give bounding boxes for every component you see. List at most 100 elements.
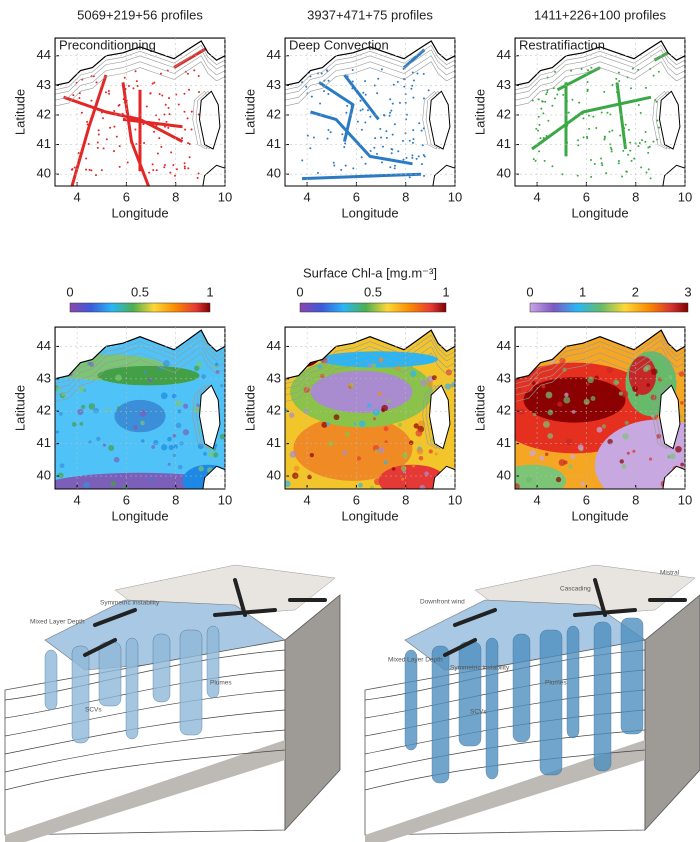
chl-speck (562, 368, 566, 372)
chl-speck (215, 363, 219, 367)
chl-speck (72, 422, 77, 427)
chl-speck (578, 444, 584, 450)
y-tick-label: 40 (267, 166, 281, 181)
profile (174, 175, 176, 177)
profile (582, 117, 584, 119)
profile (648, 168, 650, 170)
y-tick-label: 40 (37, 166, 51, 181)
chl-speck (117, 406, 120, 409)
profile (341, 133, 343, 135)
chl-speck (358, 483, 363, 488)
chl-speck (201, 374, 206, 379)
profile (333, 164, 335, 166)
profile (327, 138, 329, 140)
plume (432, 646, 449, 783)
plume (126, 638, 138, 739)
chl-speck (541, 385, 545, 389)
x-axis-label: Longitude (341, 508, 398, 523)
profile (590, 159, 592, 161)
chl-speck (375, 449, 378, 452)
profile (541, 100, 543, 102)
profile (369, 116, 371, 118)
profile (381, 68, 383, 70)
profile (135, 70, 137, 72)
chl-speck (402, 452, 408, 458)
chl-speck (625, 421, 629, 425)
chl-speck (650, 463, 655, 468)
map (285, 38, 455, 186)
profile (148, 172, 150, 174)
profile (88, 143, 90, 145)
chl-speck (208, 451, 214, 457)
profile (418, 122, 420, 124)
chl-speck (670, 453, 676, 459)
profile (113, 110, 115, 112)
profile (412, 97, 414, 99)
profile (655, 101, 657, 103)
profile (373, 147, 375, 149)
chl-speck (153, 440, 158, 445)
chl-speck (111, 481, 117, 487)
profile (628, 129, 630, 131)
chl-speck (564, 393, 568, 397)
profile (622, 150, 624, 152)
chl-speck (115, 374, 121, 380)
chl-speck (310, 453, 314, 457)
chl-speck (307, 475, 312, 480)
chl-speck (383, 394, 390, 401)
chl-speck (550, 479, 554, 483)
profile (394, 165, 396, 167)
chl-speck (342, 450, 347, 455)
profile (105, 91, 107, 93)
profile (606, 112, 608, 114)
profile (618, 80, 620, 82)
profile (143, 142, 145, 144)
profile (159, 93, 161, 95)
profile (127, 161, 129, 163)
profile (165, 104, 167, 106)
profile (184, 167, 186, 169)
chl-speck (518, 409, 524, 415)
profile (168, 97, 170, 99)
profile (319, 102, 321, 104)
chl-speck (173, 454, 176, 457)
x-axis-label: Longitude (111, 508, 168, 523)
profile (391, 148, 393, 150)
profile (136, 80, 138, 82)
chl-speck (417, 448, 424, 455)
profile (158, 137, 160, 139)
chl-speck (289, 413, 294, 418)
profile (98, 133, 100, 135)
chl-speck (373, 417, 376, 420)
shelf-slab (285, 595, 340, 830)
plume (621, 618, 643, 734)
profile (389, 112, 391, 114)
profile (383, 114, 385, 116)
chl-speck (294, 466, 300, 472)
y-tick-label: 40 (497, 166, 511, 181)
panel-title: 3937+471+75 profiles (307, 7, 433, 22)
profile (554, 71, 556, 73)
profile (72, 94, 74, 96)
chl-speck (627, 452, 630, 455)
profile (394, 123, 396, 125)
chl-speck (570, 454, 575, 459)
chl-speck (415, 430, 422, 437)
chl-speck (88, 440, 91, 443)
profile (645, 172, 647, 174)
diagram-label: Mixed Layer Depth (30, 619, 85, 626)
colorbar-tick-label: 0 (66, 284, 73, 299)
plume (45, 650, 57, 710)
chl-speck (161, 444, 167, 450)
profile (411, 157, 413, 159)
profile (161, 94, 163, 96)
y-tick-label: 44 (497, 47, 511, 62)
profile (638, 145, 640, 147)
profile (538, 116, 540, 118)
profile (184, 165, 186, 167)
profile (330, 131, 332, 133)
chl-speck (141, 439, 145, 443)
diagram-label: Mistral (660, 570, 680, 577)
profile (611, 130, 613, 132)
profile (649, 146, 651, 148)
